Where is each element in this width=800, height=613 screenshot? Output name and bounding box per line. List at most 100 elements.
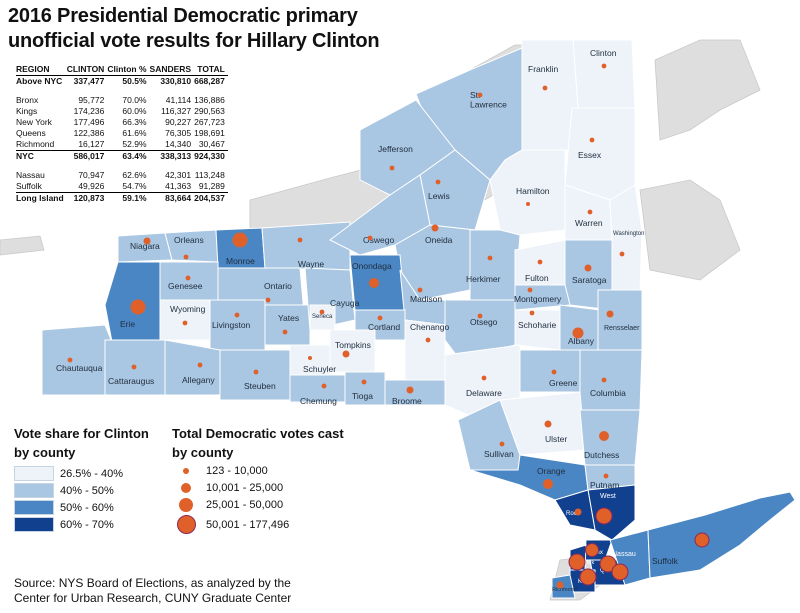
label-st-lawrence: St. Lawrence — [470, 90, 507, 109]
legend-swatch — [14, 500, 54, 515]
label-columbia: Columbia — [590, 388, 626, 398]
dot-greene — [551, 369, 557, 375]
cell: 60.0% — [122, 106, 147, 116]
label-cattaraugus: Cattaraugus — [108, 376, 154, 386]
cell: Suffolk — [16, 181, 42, 191]
cell: 90,227 — [165, 117, 192, 127]
cell: 122,386 — [73, 128, 105, 138]
dot-montgomery — [527, 287, 533, 293]
legend-share-item: 26.5% - 40% — [14, 466, 123, 481]
dot-kings — [579, 568, 597, 586]
county-rensselaer[interactable] — [597, 289, 643, 351]
legend-share-item: 60% - 70% — [14, 517, 114, 532]
table-row-nyc-total: NYC 586,017 63.4% 338,313 924,330 — [16, 150, 228, 162]
label-hamilton: Hamilton — [516, 186, 550, 196]
county-washington[interactable] — [609, 184, 643, 291]
label-oswego: Oswego — [363, 235, 394, 245]
cell: Nassau — [16, 170, 45, 180]
legend-swatch — [14, 517, 54, 532]
dot-wayne — [297, 237, 303, 243]
cell: Long Island — [16, 192, 67, 204]
dot-genesee — [185, 275, 191, 281]
county-labels: Clinton Franklin St. Lawrence Essex Jeffe… — [56, 48, 679, 593]
dot-essex — [589, 137, 595, 143]
dot-tioga — [361, 379, 367, 385]
dot-otsego — [477, 313, 483, 319]
dot-nassau — [611, 563, 629, 581]
dot-monroe — [232, 232, 248, 248]
dot-chemung — [321, 383, 327, 389]
legend-votes-title-line-2: by county — [172, 445, 234, 460]
dot-oswego — [367, 235, 373, 241]
legend-dot — [176, 515, 196, 534]
legend-label: 40% - 50% — [60, 484, 114, 497]
label-wyoming: Wyoming — [170, 304, 206, 314]
cell: 50.5% — [122, 76, 147, 86]
dot-putnam — [603, 473, 609, 479]
dot-ulster — [544, 420, 552, 428]
cell: 586,017 — [66, 150, 108, 162]
dot-livingston — [234, 312, 240, 318]
county-allegany[interactable] — [164, 339, 221, 396]
label-otsego: Otsego — [470, 317, 498, 327]
county-chautauqua[interactable] — [41, 324, 113, 396]
dot-cortland — [377, 315, 383, 321]
header-clinton: CLINTON — [66, 64, 108, 76]
cell: Above NYC — [16, 76, 63, 86]
dot-washington — [619, 251, 625, 257]
table-gap — [16, 162, 228, 170]
label-montgomery: Montgomery — [514, 294, 562, 304]
dot-onondaga — [369, 278, 379, 288]
legend-label: 123 - 10,000 — [206, 465, 268, 477]
cell: 41,114 — [165, 95, 192, 105]
county-suffolk[interactable] — [647, 491, 796, 579]
cell: 338,313 — [149, 150, 195, 162]
cell: 174,236 — [73, 106, 105, 116]
county-herkimer[interactable] — [469, 229, 521, 301]
cell: 76,305 — [165, 128, 192, 138]
label-schoharie: Schoharie — [518, 320, 557, 330]
county-richmond[interactable] — [551, 574, 576, 599]
dot-orleans — [183, 254, 189, 260]
county-columbia[interactable] — [579, 349, 643, 411]
header-clinton-pct: Clinton % — [107, 64, 150, 76]
label-madison: Madison — [410, 294, 442, 304]
dot-chautauqua — [67, 357, 73, 363]
source-line-1: Source: NYS Board of Elections, as analy… — [14, 576, 291, 590]
label-erie: Erie — [120, 319, 135, 329]
cell: 91,289 — [198, 181, 225, 191]
source-line-2: Center for Urban Research, CUNY Graduate… — [14, 591, 292, 605]
title-line-2: unofficial vote results for Hillary Clin… — [8, 30, 380, 52]
county-tompkins[interactable] — [329, 329, 376, 373]
dot-niagara — [143, 237, 151, 245]
cell: 59.1% — [107, 192, 150, 204]
label-essex: Essex — [578, 150, 602, 160]
county-steuben[interactable] — [219, 349, 291, 401]
county-schoharie[interactable] — [514, 309, 561, 351]
cell: 198,691 — [194, 128, 225, 138]
label-ulster: Ulster — [545, 434, 567, 444]
label-steuben: Steuben — [244, 381, 276, 391]
cell: Queens — [16, 128, 46, 138]
label-monroe: Monroe — [226, 256, 255, 266]
label-fulton: Fulton — [525, 273, 549, 283]
dot-erie — [130, 299, 146, 315]
dot-fulton — [537, 259, 543, 265]
table-header-row: REGION CLINTON Clinton % SANDERS TOTAL — [16, 64, 228, 76]
title-line-1: 2016 Presidential Democratic primary — [8, 5, 358, 27]
dot-dutchess — [599, 431, 609, 441]
county-yates[interactable] — [264, 304, 311, 346]
legend-label: 50% - 60% — [60, 501, 114, 514]
header-total: TOTAL — [194, 64, 228, 76]
county-hamilton[interactable] — [489, 149, 566, 236]
legend-label: 10,001 - 25,000 — [206, 482, 284, 494]
dot-schuyler — [308, 356, 312, 360]
label-livingston: Livingston — [212, 320, 251, 330]
county-rockland[interactable] — [554, 489, 596, 531]
legend-swatch — [14, 466, 54, 481]
legend-dot-holder — [174, 515, 198, 534]
dot-oneida — [431, 224, 439, 232]
dot-rockland — [574, 508, 582, 516]
legend-swatch — [14, 483, 54, 498]
